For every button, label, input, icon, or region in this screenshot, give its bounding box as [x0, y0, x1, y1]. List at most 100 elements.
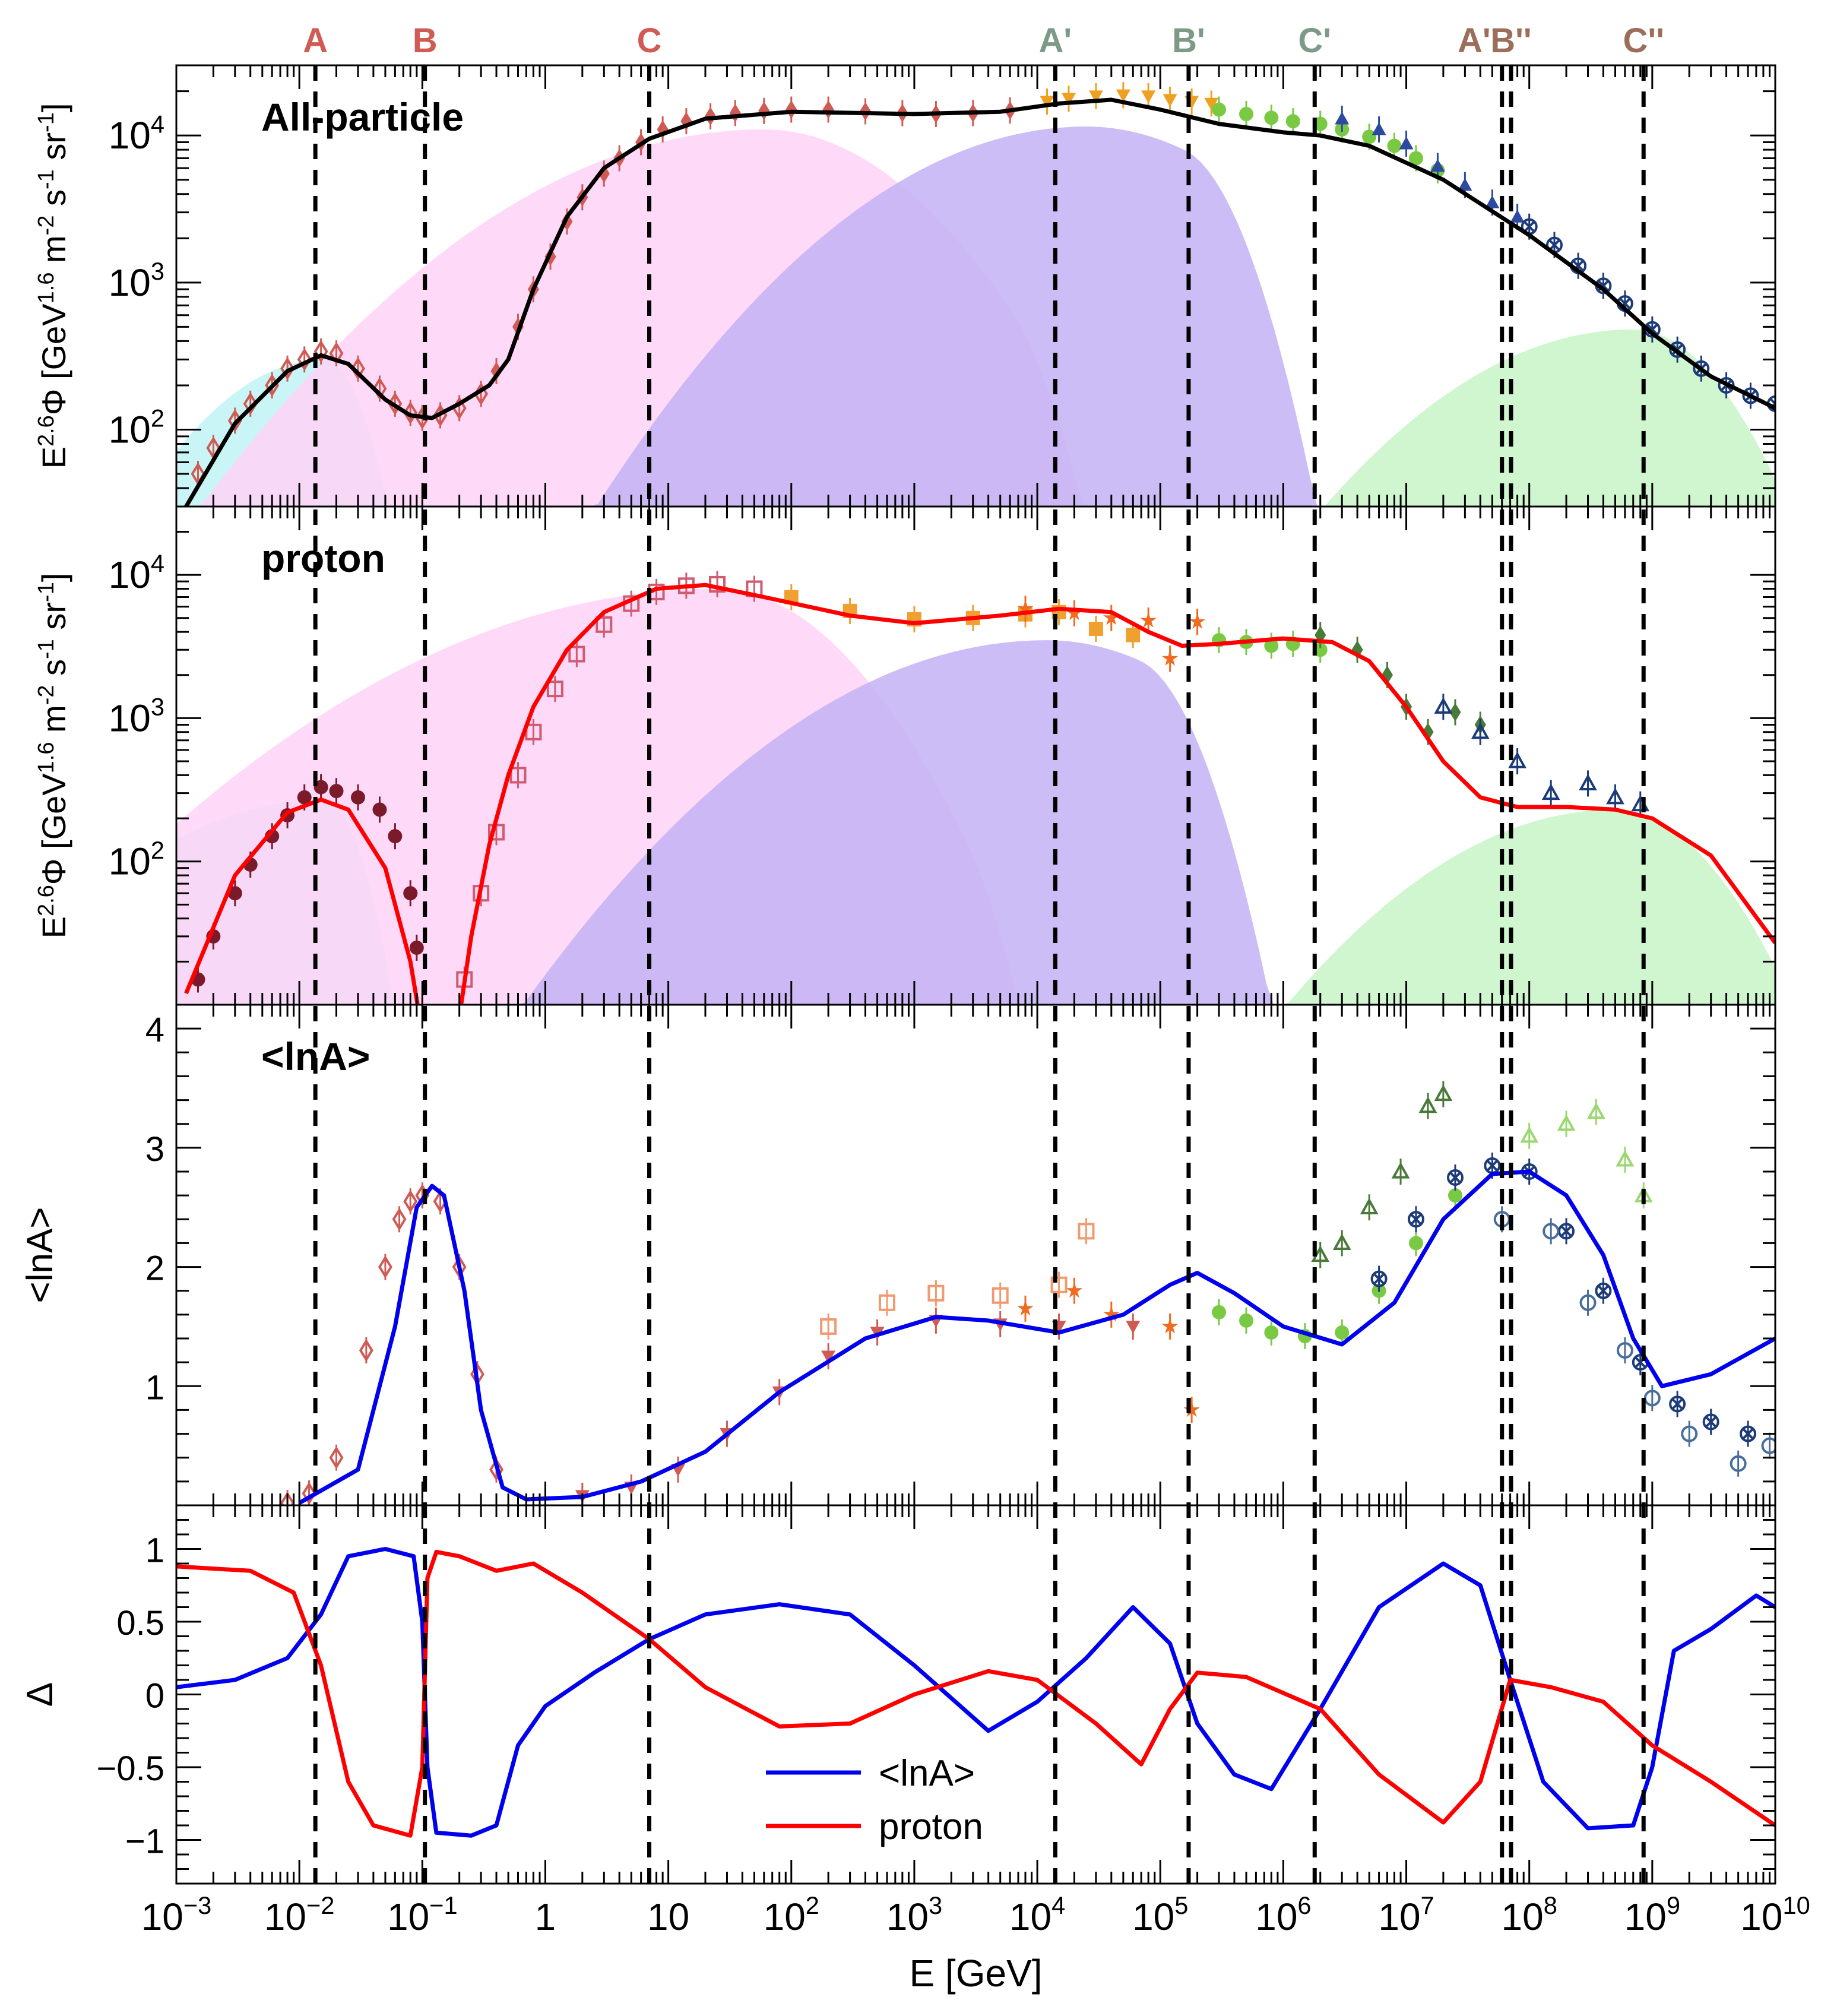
point-all-particle-4-5	[1485, 195, 1500, 208]
point-lnA-4-2	[1264, 1325, 1279, 1340]
point-proton-6-0	[1434, 697, 1453, 714]
panel-delta-lines	[176, 1547, 1775, 1838]
point-all-particle-4-4	[1458, 178, 1472, 191]
point-lnA-6-2	[1446, 1169, 1464, 1186]
point-proton-2-7	[1126, 628, 1141, 643]
series-all-particle-3	[1212, 96, 1445, 183]
point-proton-4-2	[1264, 638, 1279, 653]
legend-label-1: proton	[879, 1806, 983, 1847]
series-all-particle-4	[1335, 105, 1525, 230]
point-lnA-5-5	[1434, 1084, 1453, 1102]
xtick-label-5: 102	[764, 1891, 819, 1938]
point-proton-0-11	[388, 829, 403, 844]
xtick-label-3: 1	[535, 1895, 556, 1938]
point-all-particle-2-0	[1040, 96, 1054, 109]
point-lnA-5-1	[1332, 1233, 1351, 1251]
panel-title-proton: proton	[261, 536, 385, 580]
component-proton-1	[176, 588, 1775, 1005]
series-lnA-6	[1370, 1152, 1757, 1447]
xtick-label-4: 10	[647, 1895, 689, 1938]
series-proton-5	[1315, 622, 1486, 745]
point-lnA-8-3	[1616, 1150, 1635, 1167]
point-lnA-6-6	[1595, 1282, 1612, 1299]
point-all-particle-2-1	[1061, 93, 1076, 106]
marker-label-4: B'	[1172, 21, 1205, 60]
xtick-label-1: 10−2	[264, 1891, 335, 1938]
series-proton-6	[1434, 694, 1650, 818]
series-lnA-2	[820, 1218, 1095, 1340]
ylabel-lnA: <lnA>	[20, 1207, 61, 1303]
point-lnA-4-7	[1448, 1188, 1462, 1203]
point-all-particle-4-6	[1510, 210, 1525, 223]
xtick-label-0: 10−3	[141, 1891, 212, 1938]
yticks-delta	[176, 1504, 1775, 1885]
point-lnA-0-1	[302, 1482, 316, 1505]
point-proton-5-0	[1315, 625, 1326, 645]
point-all-particle-0-12	[403, 401, 418, 425]
point-all-particle-3-0	[1212, 102, 1227, 117]
point-lnA-6-10	[1740, 1425, 1757, 1442]
xtick-label-7: 104	[1009, 1891, 1065, 1938]
point-all-particle-2-3	[1116, 89, 1130, 103]
marker-label-1: B	[413, 21, 438, 60]
line-lnA-0	[298, 1169, 1775, 1505]
point-lnA-6-0	[1370, 1270, 1388, 1287]
series-lnA-8	[1520, 1099, 1653, 1209]
point-all-particle-2-5	[1163, 94, 1177, 107]
point-proton-6-1	[1471, 722, 1490, 739]
marker-label-2: C	[637, 21, 662, 60]
xtick-label-2: 10−1	[387, 1891, 458, 1938]
ytick-label-all-particle-1: 103	[109, 257, 164, 304]
ytick-label-all-particle-0: 102	[109, 404, 164, 451]
xtick-label-12: 109	[1624, 1891, 1680, 1938]
frame-lnA	[175, 1004, 1776, 1507]
xtick-label-6: 103	[886, 1891, 942, 1938]
point-lnA-1-5	[821, 1350, 836, 1364]
point-all-particle-1-6	[598, 164, 610, 183]
point-lnA-3-2	[1103, 1306, 1120, 1322]
series-lnA-3	[1017, 1277, 1200, 1423]
ytick-label-delta-1: −0.5	[97, 1749, 165, 1788]
series-lnA-4	[1212, 1182, 1462, 1349]
point-all-particle-0-6	[297, 347, 312, 371]
point-lnA-0-11	[489, 1458, 503, 1482]
point-lnA-8-1	[1557, 1114, 1576, 1131]
point-proton-0-13	[409, 940, 424, 955]
point-lnA-0-2	[329, 1446, 344, 1470]
point-lnA-5-3	[1391, 1162, 1410, 1179]
point-all-particle-2-4	[1141, 90, 1156, 103]
point-lnA-3-4	[1183, 1401, 1200, 1417]
point-lnA-7-3	[1616, 1342, 1633, 1359]
point-proton-3-0	[1017, 600, 1034, 616]
marker-label-7: B''	[1490, 21, 1531, 60]
point-proton-0-8	[329, 784, 344, 799]
point-proton-1-4	[525, 723, 542, 740]
series-proton-3	[1017, 596, 1206, 672]
point-all-particle-3-3	[1285, 114, 1300, 129]
xtick-label-8: 105	[1132, 1891, 1188, 1938]
marker-label-5: C'	[1298, 21, 1331, 60]
point-lnA-6-8	[1669, 1395, 1686, 1413]
point-all-particle-0-7	[313, 340, 328, 363]
point-all-particle-0-9	[351, 357, 365, 381]
point-lnA-2-2	[927, 1284, 945, 1302]
legend: <lnA> proton	[766, 1753, 983, 1847]
xticks-proton	[175, 507, 1776, 1005]
component-proton-3	[176, 809, 1775, 1005]
xtick-label-11: 108	[1502, 1891, 1557, 1938]
marker-label-8: C''	[1623, 21, 1664, 60]
point-lnA-0-5	[392, 1207, 407, 1231]
point-all-particle-0-10	[372, 377, 387, 400]
point-lnA-4-0	[1212, 1305, 1227, 1319]
point-all-particle-2-2	[1088, 90, 1103, 103]
point-lnA-2-5	[1078, 1223, 1095, 1240]
point-proton-3-2	[1103, 609, 1120, 625]
ytick-label-delta-0: −1	[125, 1822, 164, 1861]
point-proton-5-5	[1449, 702, 1461, 722]
point-lnA-4-6	[1408, 1236, 1423, 1251]
panel-all-particle-lines	[184, 97, 1775, 507]
point-proton-3-1	[1066, 605, 1083, 621]
point-lnA-0-6	[403, 1189, 418, 1213]
point-lnA-7-1	[1543, 1223, 1560, 1240]
